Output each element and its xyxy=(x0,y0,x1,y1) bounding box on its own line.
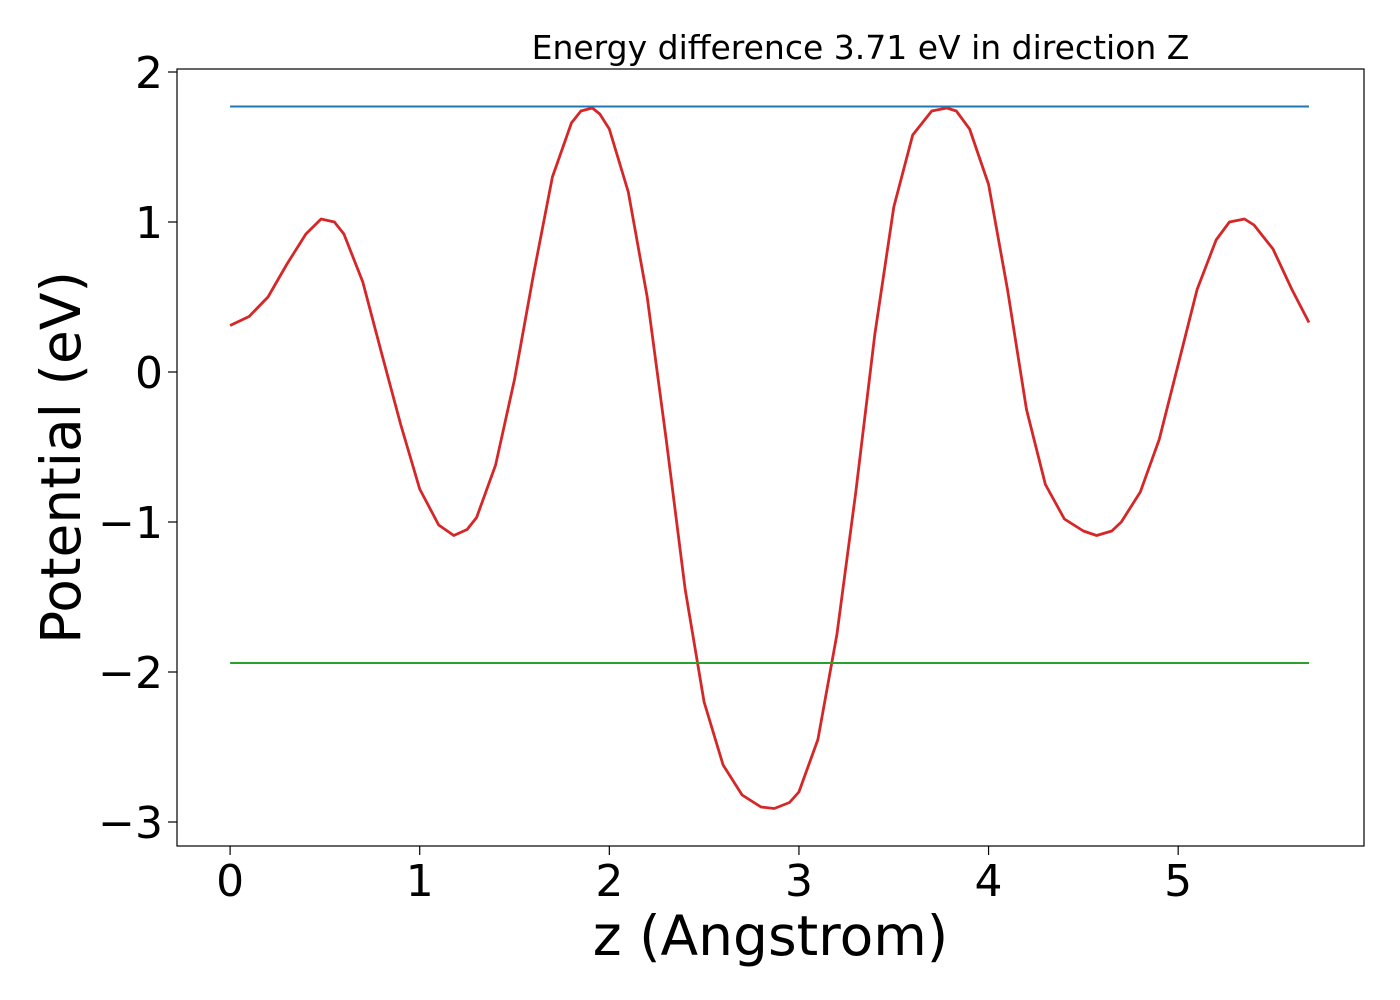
y-tick-label: 1 xyxy=(135,198,163,249)
series-line-0 xyxy=(229,106,1311,810)
y-tick-label: 2 xyxy=(135,48,163,99)
x-tick-label: 3 xyxy=(785,856,813,907)
x-axis-title: z (Angstrom) xyxy=(593,904,949,968)
chart-title: Energy difference 3.71 eV in direction Z xyxy=(532,28,1190,67)
plot-lines xyxy=(229,105,1311,810)
y-tick-label: −2 xyxy=(98,648,163,699)
x-tick-label: 4 xyxy=(975,856,1003,907)
y-axis-title: Potential (eV) xyxy=(29,271,93,644)
x-tick-label: 5 xyxy=(1164,856,1192,907)
y-tick-label: −3 xyxy=(98,798,163,849)
plot-frame xyxy=(176,68,1365,847)
x-axis-ticks: 0 1 2 3 4 5 xyxy=(216,846,1192,907)
x-tick-label: 2 xyxy=(595,856,623,907)
x-tick-label: 0 xyxy=(216,856,244,907)
y-tick-label: −1 xyxy=(98,498,163,549)
y-tick-label: 0 xyxy=(135,348,163,399)
x-tick-label: 1 xyxy=(406,856,434,907)
y-axis-ticks: −3 −2 −1 0 1 2 xyxy=(98,48,177,849)
